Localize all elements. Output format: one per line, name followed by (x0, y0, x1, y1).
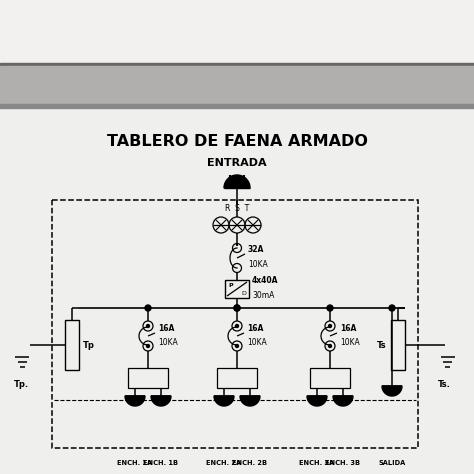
Text: ENCH. 2A: ENCH. 2A (207, 460, 242, 466)
Bar (65, 320, 79, 370)
Bar (0, 63, 474, 66)
Polygon shape (214, 396, 234, 406)
Text: ENCH. 3A: ENCH. 3A (300, 460, 335, 466)
Text: 4x40A: 4x40A (252, 276, 279, 285)
Bar (0, 108, 474, 474)
Text: R  S  T: R S T (225, 204, 249, 213)
Text: 10KA: 10KA (247, 338, 267, 347)
Circle shape (234, 305, 240, 311)
Polygon shape (125, 396, 145, 406)
Text: 16A: 16A (158, 324, 174, 333)
Text: ENCH. 1B: ENCH. 1B (144, 460, 179, 466)
Text: ENCH. 3B: ENCH. 3B (326, 460, 361, 466)
Circle shape (234, 305, 240, 311)
Text: TABLERO DE FAENA ARMADO: TABLERO DE FAENA ARMADO (107, 135, 367, 149)
Bar (310, 368, 350, 388)
Text: D: D (241, 291, 246, 296)
Bar (225, 280, 249, 298)
Polygon shape (224, 175, 250, 188)
Bar (391, 320, 405, 370)
Circle shape (146, 325, 149, 328)
Bar (0, 104, 474, 108)
Circle shape (236, 345, 238, 347)
Text: ENTRADA: ENTRADA (207, 158, 267, 168)
Text: 32A: 32A (248, 245, 264, 254)
Bar (217, 368, 257, 388)
Circle shape (328, 345, 331, 347)
Circle shape (328, 325, 331, 328)
Text: 16A: 16A (247, 324, 264, 333)
Text: 10KA: 10KA (340, 338, 360, 347)
Circle shape (389, 305, 395, 311)
Text: 10KA: 10KA (248, 260, 268, 269)
Polygon shape (307, 396, 327, 406)
Polygon shape (151, 396, 171, 406)
Circle shape (327, 305, 333, 311)
Text: 30mA: 30mA (252, 291, 274, 300)
Circle shape (145, 305, 151, 311)
Bar (0, 0, 474, 65)
Circle shape (236, 325, 238, 328)
Text: Tp.: Tp. (14, 380, 29, 389)
Text: ENCH. 2B: ENCH. 2B (233, 460, 267, 466)
Bar (128, 368, 168, 388)
Text: Ts.: Ts. (438, 380, 451, 389)
Polygon shape (382, 386, 402, 396)
Circle shape (146, 345, 149, 347)
Text: 16A: 16A (340, 324, 356, 333)
Text: Ts: Ts (377, 340, 387, 349)
Text: Tp: Tp (83, 340, 95, 349)
Text: 10KA: 10KA (158, 338, 178, 347)
Text: P: P (228, 283, 233, 288)
Polygon shape (333, 396, 353, 406)
Text: SALIDA: SALIDA (378, 460, 406, 466)
Bar (0, 66, 474, 104)
Polygon shape (240, 396, 260, 406)
Text: ENCH. 1A: ENCH. 1A (118, 460, 153, 466)
Bar (52, 200, 418, 448)
